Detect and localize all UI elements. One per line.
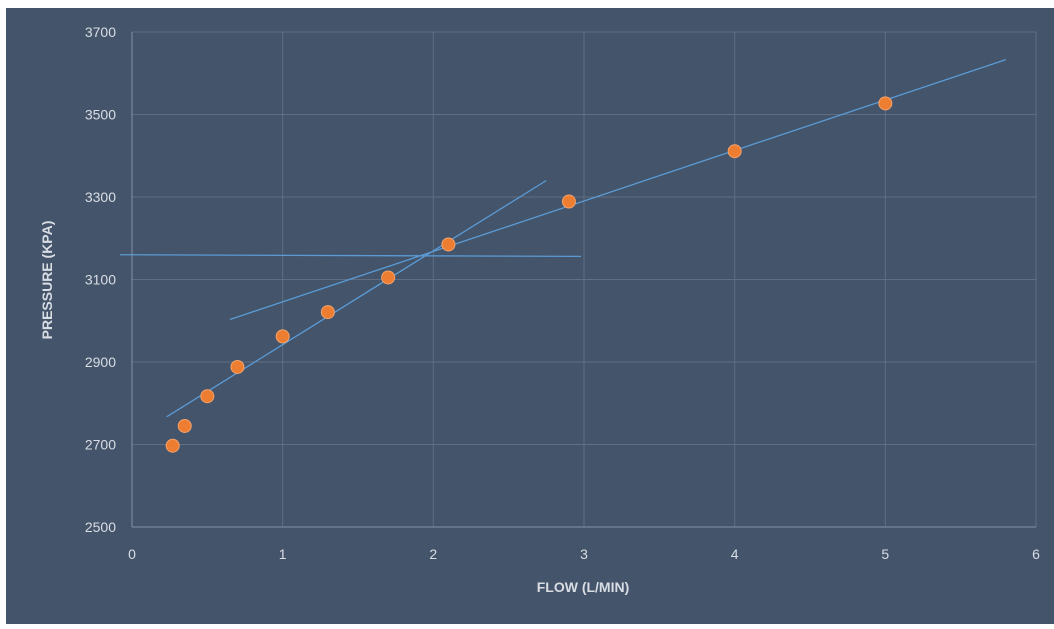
y-tick-label: 3700 [85,24,116,40]
trend-lines [119,59,1007,418]
x-tick-label: 5 [881,546,889,562]
trend-line [229,59,1007,321]
data-point [441,237,456,252]
trend-line [166,179,547,418]
data-point [165,438,180,453]
data-point [230,359,245,374]
tick-labels: 2500 2700 2900 3100 3300 3500 3700 0 1 2 3 4 5 6 [85,24,1040,562]
data-point [275,329,290,344]
data-point [561,194,576,209]
y-tick-label: 3300 [85,189,116,205]
y-tick-label: 3500 [85,107,116,123]
x-tick-label: 3 [580,546,588,562]
x-tick-label: 1 [279,546,287,562]
y-tick-label: 3100 [85,272,116,288]
data-point [177,418,192,433]
chart-background [6,8,1054,624]
gridlines [132,31,1037,527]
y-tick-label: 2500 [85,519,116,535]
x-tick-label: 4 [731,546,739,562]
x-tick-label: 6 [1032,546,1040,562]
y-axis-title: PRESSURE (KPA) [39,221,55,340]
data-point [200,389,215,404]
data-point [381,270,396,285]
y-tick-label: 2900 [85,354,116,370]
x-tick-label: 0 [128,546,136,562]
y-tick-label: 2700 [85,437,116,453]
data-point [320,305,335,320]
axes [131,32,1036,528]
trend-line [119,254,581,258]
x-axis-title: FLOW (L/MIN) [537,579,630,595]
data-points [165,96,893,453]
data-point [878,96,893,111]
x-tick-label: 2 [429,546,437,562]
data-point [727,144,742,159]
